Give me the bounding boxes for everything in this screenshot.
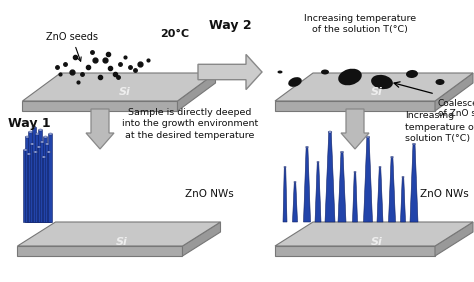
Text: Si: Si [371,87,383,97]
Polygon shape [325,132,335,222]
Ellipse shape [32,126,36,128]
Polygon shape [34,152,37,222]
Ellipse shape [288,77,302,87]
Polygon shape [389,157,395,222]
Ellipse shape [406,70,418,78]
Ellipse shape [25,136,29,138]
Polygon shape [435,73,473,111]
Polygon shape [364,137,373,222]
Polygon shape [48,134,53,222]
Polygon shape [377,167,383,222]
Polygon shape [35,134,39,222]
Ellipse shape [340,151,344,153]
Polygon shape [341,109,369,149]
Polygon shape [198,54,262,90]
Polygon shape [18,222,220,246]
Polygon shape [315,162,321,222]
Ellipse shape [294,181,296,183]
Polygon shape [177,73,216,111]
Polygon shape [24,150,27,222]
Polygon shape [45,144,49,222]
Polygon shape [435,222,473,256]
Ellipse shape [371,75,393,89]
Polygon shape [292,182,298,222]
Ellipse shape [321,69,329,74]
Ellipse shape [317,161,319,163]
Polygon shape [44,137,47,222]
Polygon shape [275,101,435,111]
Polygon shape [47,152,51,222]
Ellipse shape [366,136,370,138]
Text: Increasing
temperature of the
solution T(°C): Increasing temperature of the solution T… [405,111,474,143]
Ellipse shape [328,131,332,133]
Text: ZnO NWs: ZnO NWs [420,189,469,199]
Polygon shape [32,127,36,222]
Ellipse shape [24,149,27,151]
Ellipse shape [44,136,47,138]
Polygon shape [303,147,310,222]
Text: Si: Si [119,87,131,97]
Ellipse shape [402,177,404,178]
Ellipse shape [38,129,43,131]
Ellipse shape [45,143,49,145]
Polygon shape [28,132,33,222]
Ellipse shape [306,146,308,148]
Polygon shape [283,167,287,222]
Polygon shape [22,101,177,111]
Ellipse shape [391,156,393,158]
Polygon shape [18,246,182,256]
Ellipse shape [30,143,34,145]
Text: Si: Si [371,237,383,247]
Polygon shape [22,73,216,101]
Ellipse shape [37,146,41,148]
Polygon shape [40,142,44,222]
Text: ZnO NWs: ZnO NWs [185,189,234,199]
Ellipse shape [34,151,37,153]
Ellipse shape [47,151,51,153]
Text: Increasing temperature
of the solution T(°C): Increasing temperature of the solution T… [304,14,416,34]
Ellipse shape [412,143,416,145]
Ellipse shape [40,141,44,143]
Text: Coalescence
of ZnO seeds: Coalescence of ZnO seeds [438,99,474,118]
Text: 20°C: 20°C [160,29,190,39]
Polygon shape [27,154,31,222]
Ellipse shape [436,79,445,85]
Text: ZnO seeds: ZnO seeds [46,32,98,61]
Ellipse shape [27,153,31,155]
Text: Way 1: Way 1 [8,118,51,131]
Ellipse shape [277,70,283,74]
Polygon shape [37,147,41,222]
Text: Way 2: Way 2 [209,19,251,32]
Text: Si: Si [116,237,128,247]
Polygon shape [30,144,34,222]
Polygon shape [401,177,405,222]
Ellipse shape [354,171,356,173]
Polygon shape [338,152,346,222]
Ellipse shape [35,133,39,135]
Polygon shape [410,144,418,222]
Polygon shape [275,246,435,256]
Ellipse shape [28,131,33,133]
Polygon shape [182,222,220,256]
Polygon shape [86,109,114,149]
Polygon shape [25,137,29,222]
Ellipse shape [42,156,46,158]
Text: Sample is directly deeped
into the growth environment
at the desired temperature: Sample is directly deeped into the growt… [122,108,258,140]
Ellipse shape [379,166,381,168]
Polygon shape [275,222,473,246]
Ellipse shape [48,133,53,135]
Ellipse shape [338,69,362,85]
Polygon shape [275,73,473,101]
Polygon shape [353,172,357,222]
Ellipse shape [284,166,286,168]
Polygon shape [38,130,43,222]
Polygon shape [42,157,46,222]
